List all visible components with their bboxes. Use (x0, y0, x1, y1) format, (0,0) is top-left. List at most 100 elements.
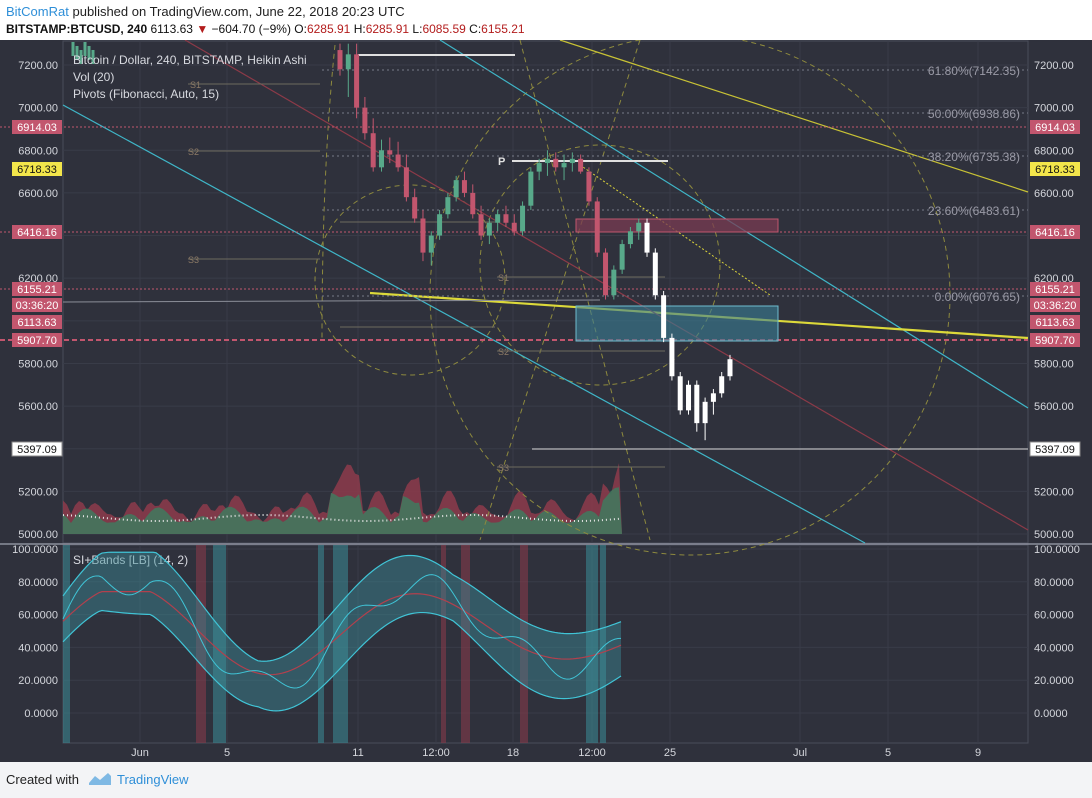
price-badge-left (12, 298, 62, 312)
candle-body (727, 359, 733, 377)
pivot-labels: S1 S2 S3 P S1 S2 S3 (188, 80, 509, 473)
si-mid-line (62, 591, 622, 676)
candle-body (337, 50, 343, 70)
x-tick: 5 (224, 747, 230, 759)
yellow-trend-line[interactable] (559, 39, 1029, 193)
price-badge-right-text: 5397.09 (1035, 444, 1075, 456)
price-badge-left (12, 333, 62, 347)
si-upper-band (62, 551, 622, 662)
symbol-legend[interactable]: Bitcoin / Dollar, 240, BITSTAMP, Heikin … (73, 53, 307, 67)
pivots-legend[interactable]: Pivots (Fibonacci, Auto, 15) (73, 87, 219, 101)
created-with-label: Created with (6, 772, 79, 787)
fib-circles (314, 34, 951, 556)
y-tick-left: 5200.00 (18, 486, 58, 498)
close-value: 6155.21 (481, 22, 525, 36)
si-tick-right: 60.0000 (1034, 610, 1074, 622)
pivot-label-p: P (498, 156, 505, 168)
x-tick: 9 (975, 747, 981, 759)
fib-label-500: 50.00%(6938.86) (928, 107, 1020, 121)
y-tick-left: 5600.00 (18, 401, 58, 413)
tradingview-logo-icon[interactable] (88, 771, 112, 787)
si-axis[interactable]: 100.0000 100.0000 80.0000 80.0000 60.0000 60.… (12, 544, 1080, 720)
y-tick-right: 6600.00 (1034, 188, 1074, 200)
candle-body (370, 133, 376, 168)
fib-circle-mid (479, 144, 721, 386)
candle-body (569, 158, 575, 164)
x-tick: Jun (131, 747, 149, 759)
vol-legend[interactable]: Vol (20) (73, 70, 114, 84)
price-badge-right-text: 03:36:20 (1034, 300, 1077, 312)
x-axis[interactable]: Jun 5 11 12:00 18 12:00 25 Jul 5 9 (131, 747, 981, 759)
tradingview-link[interactable]: TradingView (117, 772, 189, 787)
channel-lower-line[interactable] (62, 104, 866, 544)
y-tick-right: 5200.00 (1034, 486, 1074, 498)
publish-line: BitComRat published on TradingView.com, … (6, 4, 405, 19)
chart-area[interactable]: 61.80%(7142.35) 50.00%(6938.86) 38.20%(6… (0, 34, 1092, 762)
candle-body (553, 158, 559, 168)
price-badge-right (1030, 333, 1080, 347)
candle-body (669, 337, 675, 377)
price-badge-right (1030, 162, 1080, 176)
pivot-label-s1-b: S1 (498, 273, 509, 283)
x-tick: 12:00 (578, 747, 606, 759)
pivot-label-s1-a: S1 (190, 80, 201, 90)
candle-body (478, 214, 484, 236)
candle-body (91, 50, 95, 64)
si-line (62, 574, 622, 689)
price-badge-right (1030, 120, 1080, 134)
price-badge-right-text: 6914.03 (1035, 122, 1075, 134)
y-axis-left[interactable]: 7200.007000.006800.006600.006200.005800.… (18, 60, 58, 541)
candle-body (362, 107, 368, 134)
author-link[interactable]: BitComRat (6, 4, 69, 19)
y-tick-right: 5000.00 (1034, 529, 1074, 541)
symbol-label: BITSTAMP:BTCUSD, 240 (6, 22, 148, 36)
chart-canvas[interactable]: 61.80%(7142.35) 50.00%(6938.86) 38.20%(6… (0, 34, 1092, 762)
candle-body (420, 218, 426, 253)
y-tick-right: 6800.00 (1034, 145, 1074, 157)
candle-body (83, 42, 87, 56)
pivot-label-s3-a: S3 (188, 255, 199, 265)
fib-fan-1 (519, 39, 651, 541)
candle-body (710, 393, 716, 402)
si-highlight-bar (520, 545, 528, 743)
candle-body (528, 171, 534, 206)
price-change: −604.70 (−9%) (211, 22, 291, 36)
y-tick-left: 5800.00 (18, 358, 58, 370)
x-tick: 5 (885, 747, 891, 759)
candle-body (495, 214, 501, 223)
candle-body (652, 252, 658, 296)
y-tick-left: 5000.00 (18, 529, 58, 541)
y-tick-right: 7200.00 (1034, 60, 1074, 72)
si-tick-right: 0.0000 (1034, 708, 1068, 720)
fib-label-236: 23.60%(6483.61) (928, 204, 1020, 218)
price-badge-left (12, 120, 62, 134)
fib-arc-left (321, 44, 336, 341)
candle-body (461, 180, 467, 193)
y-tick-left: 6800.00 (18, 145, 58, 157)
main-pane-frame (62, 40, 1029, 544)
si-highlight-bar (333, 545, 348, 743)
candle-body (470, 192, 476, 215)
candle-body (627, 231, 633, 245)
price-badge-left (12, 282, 62, 296)
si-legend[interactable]: SI+Bands [LB] (14, 2) (73, 553, 188, 567)
y-tick-left: 6600.00 (18, 188, 58, 200)
candle-body (437, 214, 443, 236)
x-tick: 12:00 (422, 747, 450, 759)
price-badge-right (1029, 441, 1081, 457)
last-price-line (62, 299, 601, 303)
publish-header: BitComRat published on TradingView.com, … (0, 0, 1092, 41)
candle-body (536, 163, 542, 172)
candle-body (586, 171, 592, 202)
support-zone[interactable] (575, 305, 779, 342)
candle-body (677, 376, 683, 411)
si-highlight-bar (441, 545, 446, 743)
price-badge-left-text: 6914.03 (17, 122, 57, 134)
ohlc-bar: BITSTAMP:BTCUSD, 240 6113.63 ▼ −604.70 (… (6, 22, 525, 36)
candle-body (453, 180, 459, 198)
pivot-lines (188, 83, 665, 468)
price-badge-right (1030, 282, 1080, 296)
resistance-zone[interactable] (575, 218, 779, 233)
open-value: 6285.91 (306, 22, 351, 36)
candle-body (71, 42, 75, 56)
